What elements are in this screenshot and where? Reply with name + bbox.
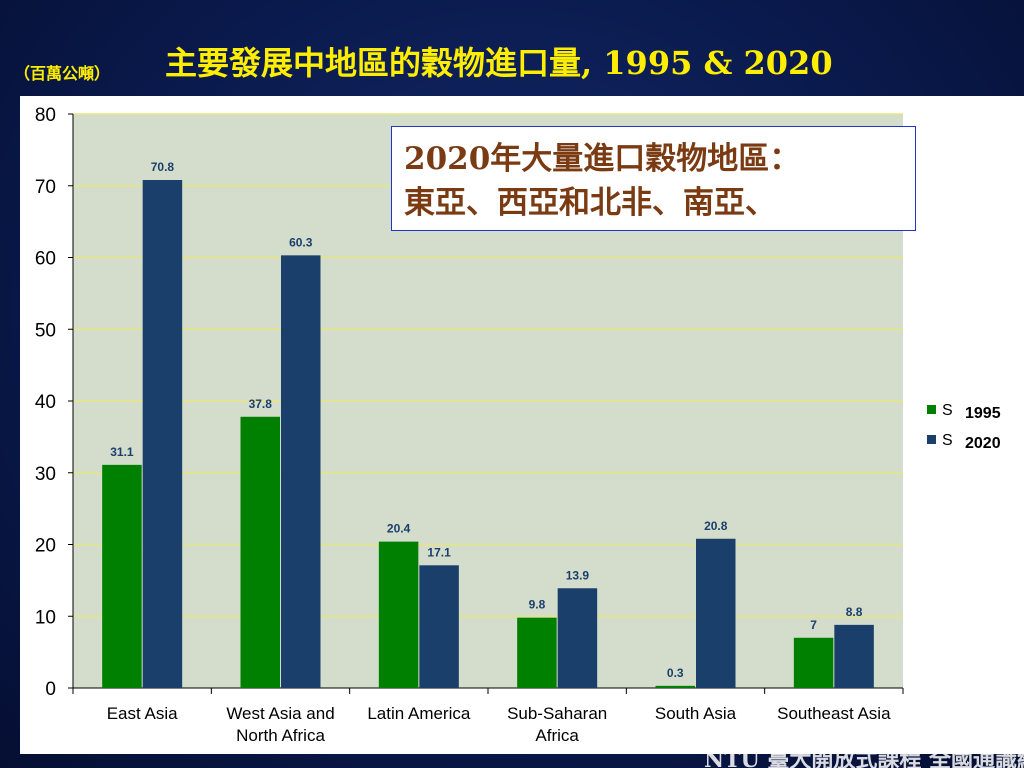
data-label-1995-2: 20.4 [387,522,411,536]
data-label-2020-4: 20.8 [704,519,728,533]
legend-marker-1995: S [942,402,953,419]
bar-1995-4 [655,685,695,688]
data-label-1995-5: 7 [810,618,817,632]
bar-2020-3 [557,588,598,688]
chart-title: 主要發展中地區的穀物進口量, 1995 & 2020 [165,44,833,82]
x-tick-label: North Africa [236,726,325,745]
x-tick-label: Africa [535,726,579,745]
data-label-1995-4: 0.3 [667,666,684,680]
bar-2020-5 [834,624,874,688]
bar-2020-2 [419,565,459,688]
y-tick-label: 10 [35,607,56,628]
data-label-1995-1: 37.8 [249,397,273,411]
y-tick-label: 30 [35,464,56,485]
x-tick-label: South Asia [655,704,737,723]
bar-1995-0 [102,464,142,688]
bar-1995-1 [240,416,280,688]
legend-swatch-2020 [927,435,936,444]
x-tick-label: East Asia [107,704,178,723]
legend-marker-2020: S [942,432,953,449]
x-tick-label: Southeast Asia [777,704,891,723]
y-tick-label: 80 [35,105,56,126]
legend-label-2020: 2020 [965,435,1001,452]
bar-1995-3 [517,617,557,688]
x-tick-label: West Asia and [226,704,334,723]
y-tick-label: 70 [35,177,56,198]
data-label-1995-3: 9.8 [529,598,546,612]
y-tick-label: 0 [45,679,56,700]
footer-logo-text: NTU 臺大開放式課程 全國通識網 [704,747,1024,768]
data-label-2020-5: 8.8 [846,605,863,619]
x-tick-label: Latin America [367,704,471,723]
legend-swatch-1995 [927,405,936,414]
data-label-2020-2: 17.1 [427,545,451,559]
bar-1995-5 [793,637,834,688]
y-tick-label: 40 [35,392,56,413]
bar-2020-4 [696,538,736,688]
bar-2020-1 [281,255,321,688]
data-label-2020-0: 70.8 [151,160,175,174]
x-tick-label: Sub-Saharan [507,704,607,723]
callout-line-2: 東亞、西亞和北非、南亞、 [404,185,776,221]
data-label-2020-1: 60.3 [289,235,313,249]
data-label-2020-3: 13.9 [566,568,590,582]
legend-label-1995: 1995 [965,405,1001,422]
data-label-1995-0: 31.1 [110,445,134,459]
unit-label: （百萬公噸） [14,64,111,83]
bar-1995-2 [378,541,419,688]
callout-box: 2020年大量進口穀物地區： 東亞、西亞和北非、南亞、 [391,126,916,231]
y-tick-label: 50 [35,320,56,341]
y-tick-label: 60 [35,249,56,270]
callout-line-1: 2020年大量進口穀物地區： [404,141,801,177]
bar-2020-0 [142,180,183,688]
y-tick-label: 20 [35,536,56,557]
